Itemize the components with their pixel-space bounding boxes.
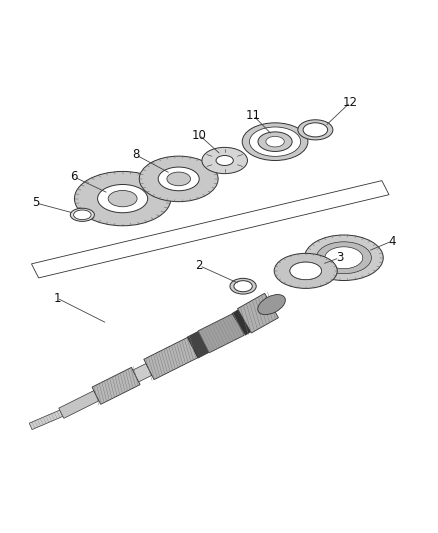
Polygon shape	[144, 337, 198, 379]
Ellipse shape	[303, 123, 328, 137]
Ellipse shape	[258, 295, 285, 314]
Ellipse shape	[216, 156, 233, 166]
Ellipse shape	[322, 245, 365, 270]
Ellipse shape	[98, 184, 148, 213]
Ellipse shape	[325, 247, 363, 269]
Text: 5: 5	[32, 197, 39, 209]
Ellipse shape	[158, 167, 199, 191]
Ellipse shape	[290, 262, 321, 280]
Polygon shape	[198, 313, 244, 353]
Ellipse shape	[70, 208, 94, 221]
Ellipse shape	[304, 235, 383, 280]
Ellipse shape	[74, 172, 171, 226]
Text: 1: 1	[53, 292, 61, 304]
Ellipse shape	[202, 147, 247, 174]
Ellipse shape	[108, 190, 137, 207]
Text: 11: 11	[246, 109, 261, 122]
Polygon shape	[29, 410, 63, 430]
Polygon shape	[92, 367, 140, 405]
Polygon shape	[133, 364, 152, 382]
Polygon shape	[232, 310, 251, 335]
Ellipse shape	[139, 156, 218, 201]
Text: 8: 8	[132, 148, 139, 161]
Ellipse shape	[266, 136, 284, 147]
Ellipse shape	[290, 262, 321, 280]
Text: 12: 12	[343, 96, 358, 109]
Ellipse shape	[250, 127, 300, 156]
Text: 10: 10	[192, 128, 207, 142]
Ellipse shape	[298, 120, 333, 140]
Ellipse shape	[234, 281, 252, 292]
Ellipse shape	[167, 172, 191, 185]
Ellipse shape	[316, 242, 371, 273]
Ellipse shape	[74, 210, 91, 220]
Polygon shape	[32, 181, 389, 278]
Text: 4: 4	[388, 235, 396, 248]
Ellipse shape	[242, 123, 308, 160]
Polygon shape	[59, 391, 99, 418]
Polygon shape	[237, 293, 279, 333]
Ellipse shape	[258, 132, 292, 151]
Polygon shape	[187, 332, 209, 358]
Text: 3: 3	[336, 251, 343, 264]
Text: 2: 2	[195, 259, 203, 272]
Ellipse shape	[274, 253, 337, 288]
Text: 6: 6	[70, 170, 78, 183]
Ellipse shape	[230, 278, 256, 294]
